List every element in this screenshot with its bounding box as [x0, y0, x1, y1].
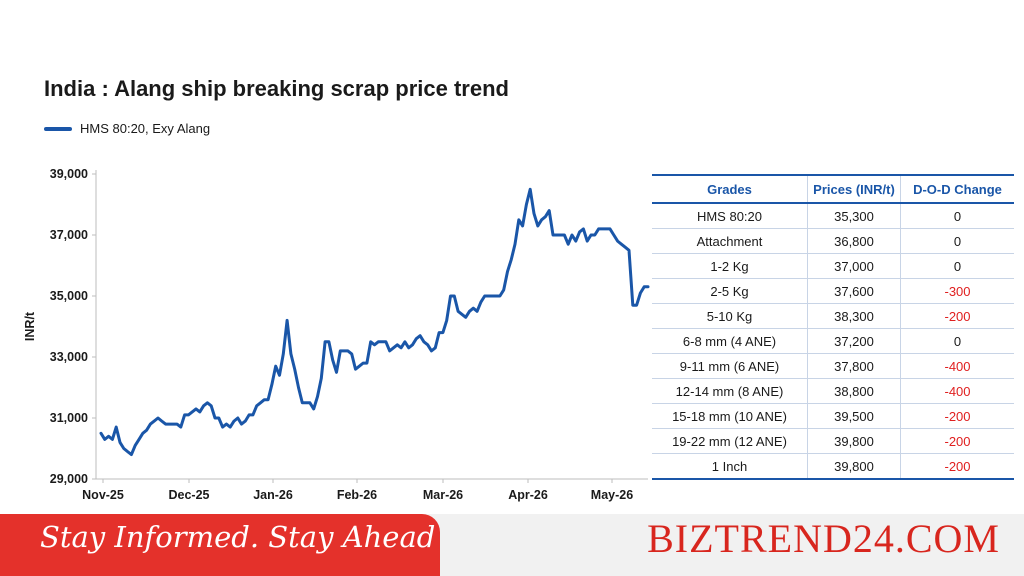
price-cell: 38,800 [807, 378, 901, 404]
change-cell: -300 [900, 278, 1014, 304]
grade-cell: 12-14 mm (8 ANE) [652, 378, 808, 404]
x-tick-label: May-26 [591, 488, 633, 502]
price-cell: 37,200 [807, 328, 901, 354]
change-cell: -200 [900, 303, 1014, 329]
table-row: 2-5 Kg 37,600 -300 [652, 278, 1014, 304]
grade-cell: 1 Inch [652, 453, 808, 480]
change-cell: 0 [900, 203, 1014, 229]
price-cell: 35,300 [807, 203, 901, 229]
brand-logo-text[interactable]: BIZTREND24.COM [647, 516, 1000, 561]
grade-cell: 15-18 mm (10 ANE) [652, 403, 808, 429]
table-row: 15-18 mm (10 ANE) 39,500 -200 [652, 403, 1014, 429]
grade-cell: HMS 80:20 [652, 203, 808, 229]
table-row: HMS 80:20 35,300 0 [652, 203, 1014, 229]
legend-label: HMS 80:20, Exy Alang [80, 121, 211, 136]
price-cell: 37,000 [807, 253, 901, 279]
table-row: 12-14 mm (8 ANE) 38,800 -400 [652, 378, 1014, 404]
table-row: 1 Inch 39,800 -200 [652, 453, 1014, 480]
price-table: Grades Prices (INR/t) D-O-D Change HMS 8… [652, 174, 1014, 480]
table-header-row: Grades Prices (INR/t) D-O-D Change [652, 174, 1014, 204]
grade-cell: 6-8 mm (4 ANE) [652, 328, 808, 354]
column-header-prices: Prices (INR/t) [807, 174, 901, 204]
legend-swatch [44, 126, 72, 131]
column-header-change: D-O-D Change [900, 174, 1014, 204]
table-row: 5-10 Kg 38,300 -200 [652, 303, 1014, 329]
chart-title: India : Alang ship breaking scrap price … [44, 76, 509, 101]
x-tick-label: Feb-26 [337, 488, 377, 502]
price-cell: 39,800 [807, 428, 901, 454]
change-cell: 0 [900, 253, 1014, 279]
price-cell: 36,800 [807, 228, 901, 254]
price-cell: 37,600 [807, 278, 901, 304]
tagline-text: Stay Informed. Stay Ahead [40, 520, 436, 554]
x-tick-label: Jan-26 [253, 488, 293, 502]
series-line-hms-80-20 [99, 187, 650, 457]
change-cell: -200 [900, 403, 1014, 429]
y-tick-label: 29,000 [50, 472, 88, 486]
grade-cell: 9-11 mm (6 ANE) [652, 353, 808, 379]
price-cell: 38,300 [807, 303, 901, 329]
table-row: 1-2 Kg 37,000 0 [652, 253, 1014, 279]
grade-cell: 19-22 mm (12 ANE) [652, 428, 808, 454]
x-tick-label: Apr-26 [508, 488, 548, 502]
grade-cell: 1-2 Kg [652, 253, 808, 279]
x-tick-label: Nov-25 [82, 488, 124, 502]
change-cell: 0 [900, 328, 1014, 354]
price-cell: 39,800 [807, 453, 901, 480]
grade-cell: Attachment [652, 228, 808, 254]
y-tick-label: 35,000 [50, 289, 88, 303]
y-tick-label: 39,000 [50, 167, 88, 181]
grade-cell: 5-10 Kg [652, 303, 808, 329]
y-tick-label: 33,000 [50, 350, 88, 364]
column-header-grades: Grades [652, 174, 808, 204]
tagline-banner [0, 514, 440, 576]
table-row: 19-22 mm (12 ANE) 39,800 -200 [652, 428, 1014, 454]
y-tick-label: 31,000 [50, 411, 88, 425]
price-cell: 37,800 [807, 353, 901, 379]
legend: HMS 80:20, Exy Alang [44, 121, 210, 136]
table-body: HMS 80:20 35,300 0 Attachment 36,800 0 1-2 Kg 3… [652, 203, 1014, 480]
change-cell: -400 [900, 378, 1014, 404]
price-cell: 39,500 [807, 403, 901, 429]
table-row: Attachment 36,800 0 [652, 228, 1014, 254]
grade-cell: 2-5 Kg [652, 278, 808, 304]
change-cell: -200 [900, 453, 1014, 480]
change-cell: -400 [900, 353, 1014, 379]
y-axis-title: INR/t [23, 311, 37, 341]
table-row: 6-8 mm (4 ANE) 37,200 0 [652, 328, 1014, 354]
x-tick-label: Mar-26 [423, 488, 463, 502]
x-tick-label: Dec-25 [169, 488, 210, 502]
change-cell: 0 [900, 228, 1014, 254]
y-tick-label: 37,000 [50, 228, 88, 242]
table-row: 9-11 mm (6 ANE) 37,800 -400 [652, 353, 1014, 379]
line-chart: 29,000 31,000 33,000 35,000 37,000 39,000 Nov-… [23, 167, 650, 502]
change-cell: -200 [900, 428, 1014, 454]
